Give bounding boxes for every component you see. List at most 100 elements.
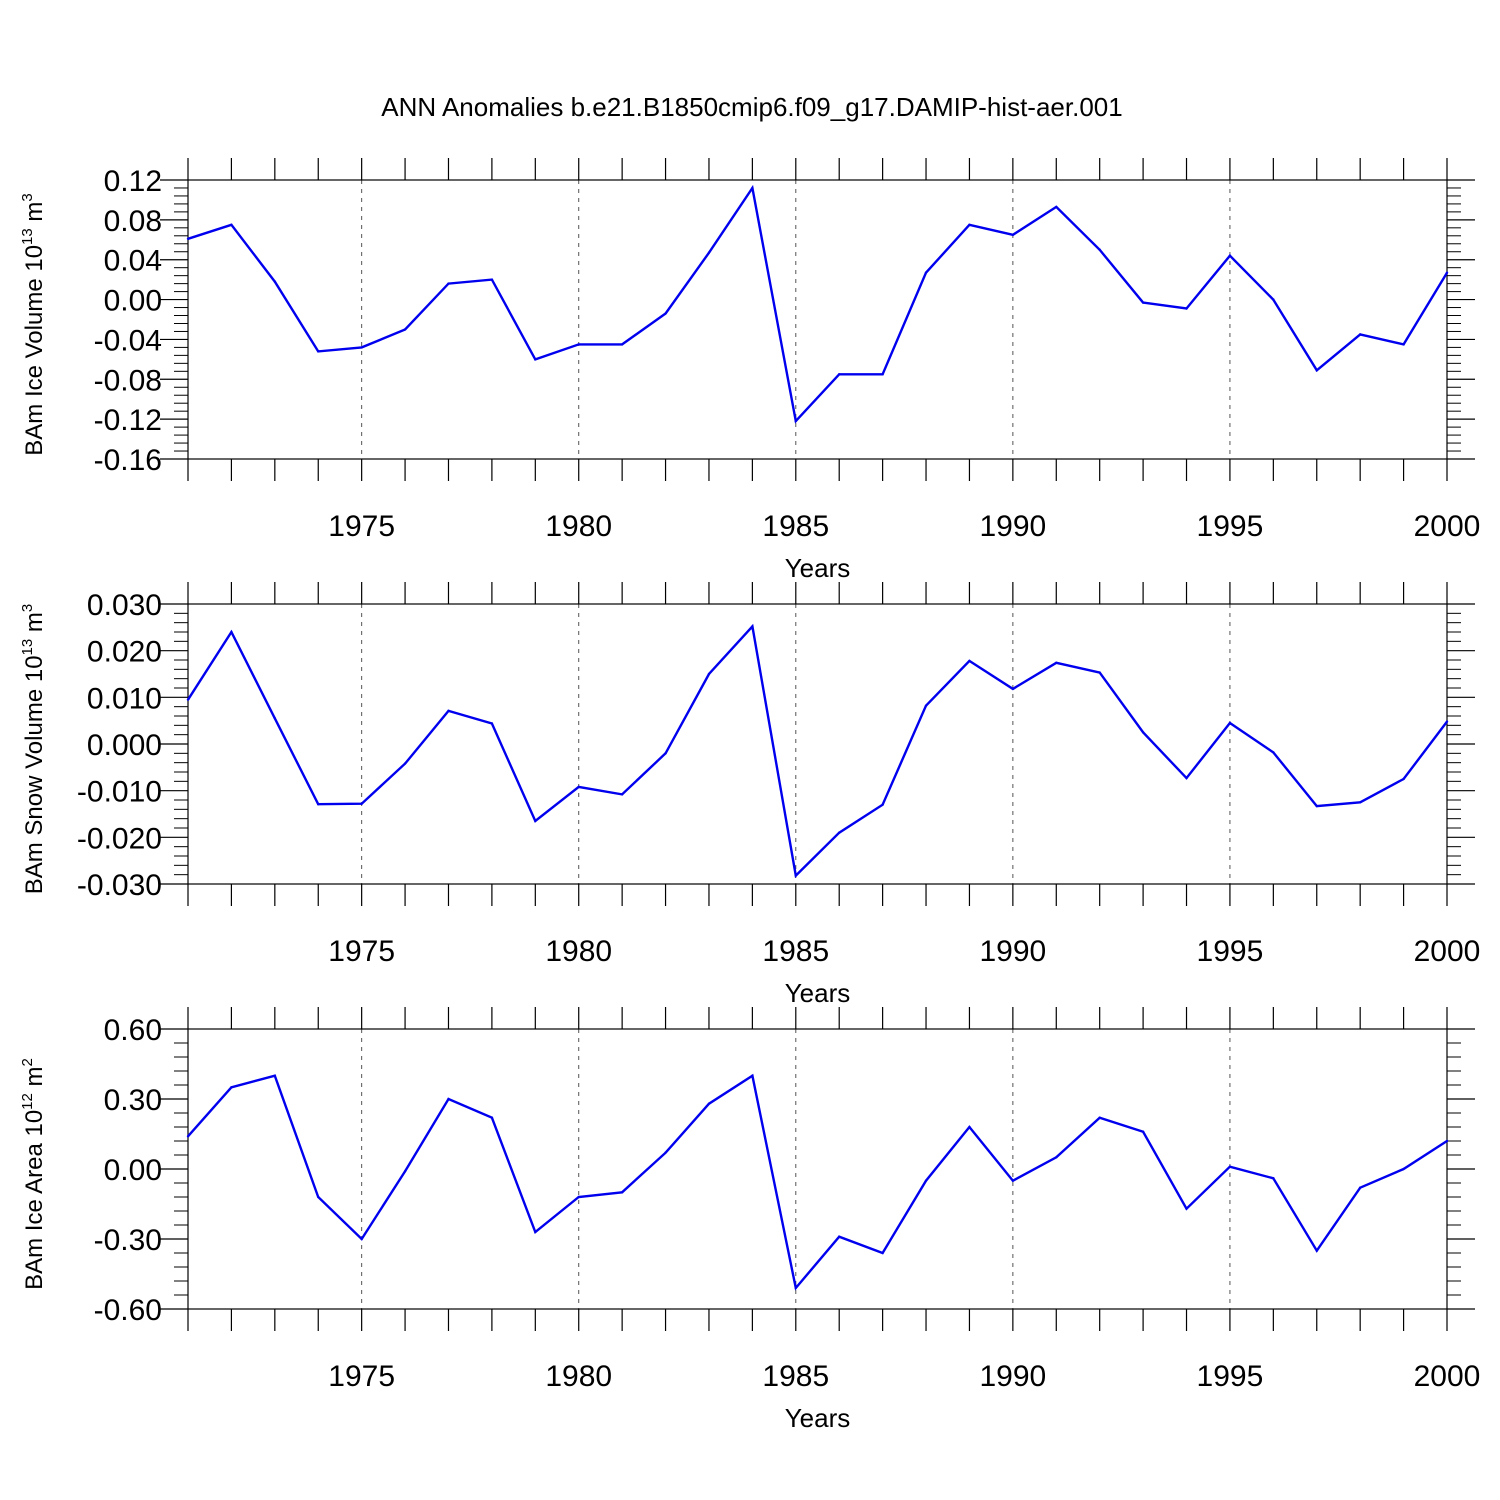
x-tick-label: 1985 — [762, 510, 829, 543]
x-axis-label: Years — [785, 553, 851, 583]
x-tick-label: 1980 — [545, 935, 612, 968]
data-point — [751, 625, 754, 628]
data-point — [1011, 687, 1015, 691]
data-point — [1358, 801, 1362, 804]
data-point — [707, 672, 711, 676]
x-tick-label: 1980 — [545, 1360, 612, 1393]
data-point — [881, 803, 884, 806]
data-point — [1185, 1207, 1188, 1210]
data-point — [403, 762, 407, 765]
chart-panels: -0.16 -0.12 -0.08 -0.04 0.00 0.04 0.08 0.12 1975… — [19, 158, 1480, 1433]
data-point — [490, 1116, 494, 1119]
x-axis-label: Years — [785, 1403, 851, 1433]
data-point — [1055, 1156, 1058, 1159]
data-point — [360, 346, 363, 349]
data-point — [1011, 233, 1015, 237]
chart-panel-3: -0.60 -0.30 0.00 0.30 0.60 1975 1980 1985 1990 19… — [19, 1007, 1480, 1433]
data-point — [1402, 343, 1405, 346]
y-axis-label: BAm Ice Area 1012 m2 — [19, 1058, 48, 1290]
data-point — [490, 722, 494, 725]
series-line — [187, 184, 1449, 424]
x-tick-label: 2000 — [1414, 1360, 1481, 1393]
y-tick-label: 0.00 — [104, 285, 162, 318]
data-point — [924, 1179, 928, 1182]
data-point — [1228, 1165, 1232, 1168]
data-point — [664, 1151, 667, 1154]
x-tick-label: 1995 — [1197, 510, 1264, 543]
data-point — [1055, 205, 1058, 209]
data-point — [1315, 369, 1318, 372]
x-tick-label: 1990 — [979, 1360, 1046, 1393]
data-point — [447, 709, 450, 713]
data-point — [707, 251, 711, 254]
data-point — [794, 1286, 797, 1290]
data-point — [577, 1195, 580, 1199]
y-tick-label: -0.16 — [94, 444, 162, 477]
x-tick-label: 1975 — [328, 935, 395, 968]
data-point — [1141, 731, 1145, 734]
data-point — [360, 802, 363, 805]
data-point — [1185, 776, 1188, 780]
data-point — [838, 1235, 841, 1238]
data-point — [230, 630, 233, 634]
y-tick-label: -0.020 — [77, 822, 162, 855]
data-point — [447, 282, 450, 285]
y-tick-label: 0.04 — [104, 245, 162, 278]
x-tick-label: 1985 — [762, 1360, 829, 1393]
data-point — [1098, 671, 1101, 674]
data-point — [881, 373, 884, 376]
data-point — [838, 373, 841, 376]
data-point — [1315, 804, 1318, 808]
x-tick-label: 1995 — [1197, 935, 1264, 968]
x-tick-label: 2000 — [1414, 935, 1481, 968]
data-point — [968, 659, 971, 663]
data-point — [664, 312, 667, 315]
data-point — [230, 223, 233, 227]
data-point — [968, 223, 971, 227]
x-tick-label: 1985 — [762, 935, 829, 968]
data-point — [534, 819, 537, 823]
plot-frame — [187, 1028, 1448, 1310]
data-point — [1011, 1179, 1015, 1182]
data-point — [1358, 1186, 1362, 1189]
chart-panel-2: -0.030 -0.020 -0.010 0.000 0.010 0.020 0.030 19… — [19, 582, 1480, 1008]
data-point — [664, 752, 667, 755]
data-point — [620, 1191, 624, 1194]
data-point — [881, 1251, 884, 1255]
chart-panel-1: -0.16 -0.12 -0.08 -0.04 0.00 0.04 0.08 0.12 1975… — [19, 158, 1480, 583]
series-line — [186, 623, 1448, 879]
y-tick-label: -0.08 — [94, 364, 162, 397]
x-tick-label: 1995 — [1197, 1360, 1264, 1393]
data-point — [273, 717, 277, 720]
y-tick-label: 0.010 — [87, 682, 162, 715]
data-point — [1272, 1177, 1275, 1180]
data-point — [534, 1230, 537, 1234]
data-point — [317, 803, 320, 806]
data-point — [751, 1074, 754, 1077]
data-point — [1098, 1116, 1101, 1119]
data-point — [620, 793, 624, 796]
data-point — [1358, 333, 1362, 336]
data-point — [1402, 1167, 1405, 1171]
data-point — [1228, 721, 1232, 725]
chart-title: ANN Anomalies b.e21.B1850cmip6.f09_g17.D… — [381, 92, 1122, 122]
data-point — [924, 271, 928, 274]
y-tick-label: -0.60 — [94, 1294, 162, 1327]
data-point — [577, 343, 580, 346]
x-tick-label: 1975 — [328, 510, 395, 543]
data-point — [186, 1135, 190, 1138]
data-point — [707, 1102, 711, 1105]
data-point — [751, 186, 754, 190]
y-tick-label: -0.30 — [94, 1224, 162, 1257]
x-axis-label: Years — [785, 978, 851, 1008]
data-point — [403, 328, 407, 331]
data-point — [1141, 1130, 1145, 1133]
y-tick-label: -0.010 — [77, 776, 162, 809]
y-tick-label: 0.00 — [104, 1154, 162, 1187]
x-tick-label: 1980 — [545, 510, 612, 543]
x-tick-label: 1990 — [979, 510, 1046, 543]
data-point — [1445, 271, 1449, 274]
y-tick-label: 0.000 — [87, 729, 162, 762]
y-tick-label: 0.020 — [87, 636, 162, 669]
